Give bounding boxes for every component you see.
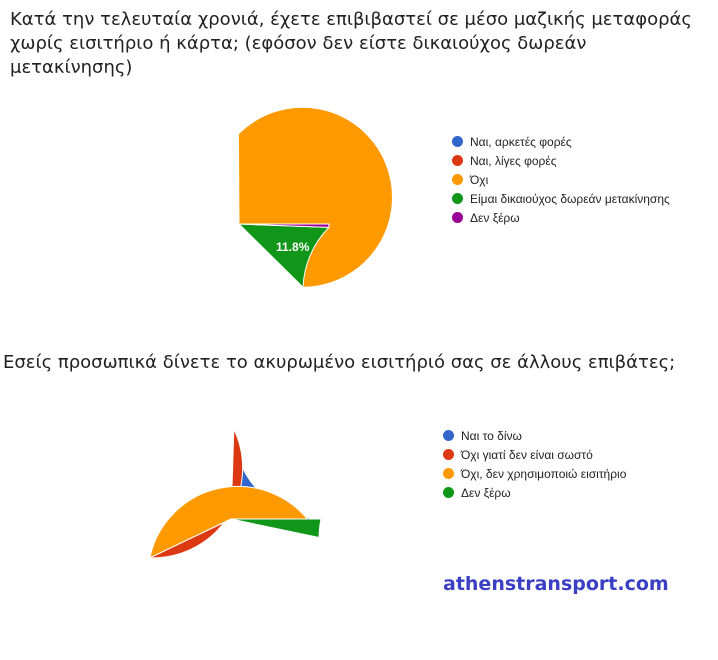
legend-swatch-icon <box>452 174 463 185</box>
chart-2-legend-item-4: Δεν ξέρω <box>443 483 626 502</box>
legend-swatch-icon <box>443 430 454 441</box>
legend-label: Δεν ξέρω <box>470 210 520 225</box>
chart-2-legend-item-2: Όχι γιατί δεν είναι σωστό <box>443 445 626 464</box>
legend-swatch-icon <box>452 193 463 204</box>
chart-2-legend-item-1: Ναι το δίνω <box>443 426 626 445</box>
legend-label: Όχι, δεν χρησιμοποιώ εισιτήριο <box>461 466 627 481</box>
chart-1-legend-item-2: Ναι, λίγες φορές <box>452 151 670 170</box>
chart-2-legend-item-3: Όχι, δεν χρησιμοποιώ εισιτήριο <box>443 464 626 483</box>
chart-1-slice-4 <box>237 223 331 289</box>
chart-2-legend: Ναι το δίνω Όχι γιατί δεν είναι σωστό Όχι,… <box>443 426 626 502</box>
legend-swatch-icon <box>443 449 454 460</box>
chart-1-slice-5 <box>238 223 330 228</box>
chart-1-legend-item-3: Όχι <box>452 170 670 189</box>
chart-2-slice-4 <box>230 518 322 539</box>
legend-label: Ναι, λίγες φορές <box>470 153 557 168</box>
chart-1-legend-item-4: Είμαι δικαιούχος δωρεάν μετακίνησης <box>452 189 670 208</box>
chart-2-slice-2-value-label: 32.6% <box>165 480 199 494</box>
chart-2-slice-1-value-label: 24.5% <box>256 471 290 485</box>
legend-label: Όχι γιατί δεν είναι σωστό <box>461 447 593 462</box>
legend-swatch-icon <box>452 136 463 147</box>
watermark-text: athenstransport.com <box>443 573 669 595</box>
legend-label: Είμαι δικαιούχος δωρεάν μετακίνησης <box>470 191 670 206</box>
chart-1-legend-item-1: Ναι, αρκετές φορές <box>452 132 670 151</box>
legend-label: Ναι το δίνω <box>461 428 522 443</box>
legend-swatch-icon <box>443 487 454 498</box>
legend-label: Δεν ξέρω <box>461 485 511 500</box>
chart-2-slice-3 <box>149 485 320 559</box>
chart-1-legend-item-5: Δεν ξέρω <box>452 208 670 227</box>
legend-swatch-icon <box>452 155 463 166</box>
legend-label: Ναι, αρκετές φορές <box>470 134 572 149</box>
chart-2-title: Εσείς προσωπικά δίνετε το ακυρωμένο εισι… <box>3 352 676 373</box>
chart-1-title: Κατά την τελευταία χρονιά, έχετε επιβιβα… <box>10 9 692 78</box>
chart-2-slice-3-value-label: 39.6% <box>221 570 255 584</box>
legend-label: Όχι <box>470 172 489 187</box>
chart-1-legend: Ναι, αρκετές φορές Ναι, λίγες φορές Όχι Είμ… <box>452 132 670 227</box>
chart-1-slice-3-value-label: 62.5% <box>168 240 202 254</box>
legend-swatch-icon <box>452 212 463 223</box>
chart-1-slice-4-value-label: 11.8% <box>276 240 310 254</box>
legend-swatch-icon <box>443 468 454 479</box>
